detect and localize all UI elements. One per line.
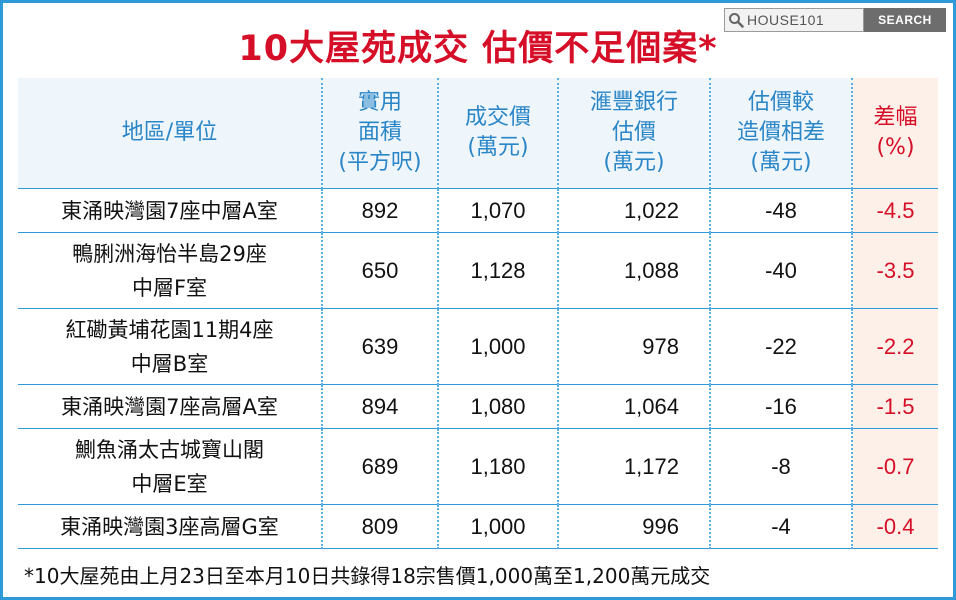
header-diff-pct: 差幅 (%): [851, 78, 938, 189]
header-row: 地區/單位 實用面積 (平方呎) 成交價 (萬元) 滙豐銀行估價 (萬元) 估價較造價…: [18, 78, 938, 189]
unit-name-line: 中層B室: [130, 351, 209, 376]
cell-price: 1,000: [437, 504, 558, 549]
table-row: 紅磡黃埔花園11期4座 中層B室 639 1,000 978 -22 -2.2: [18, 308, 938, 385]
cell-diff-pct: -1.5: [851, 384, 938, 429]
search-text: HOUSE101: [747, 12, 825, 28]
table-row: 鴨脷洲海怡半島29座 中層F室 650 1,128 1,088 -40 -3.5: [18, 232, 938, 309]
unit-name-line: 中層F室: [131, 275, 208, 300]
search-box[interactable]: HOUSE101 SEARCH: [724, 8, 946, 32]
unit-name-line: 東涌映灣園7座中層A室: [61, 198, 278, 223]
cell-valuation: 996: [557, 504, 710, 549]
header-line: 滙豐銀行: [589, 90, 678, 115]
cell-diff-pct: -0.4: [851, 504, 938, 549]
header-line: (萬元): [467, 135, 529, 160]
header-line: 地區/單位: [121, 120, 218, 145]
cell-district-unit: 鰂魚涌太古城寶山閣 中層E室: [18, 428, 322, 505]
cell-area: 809: [321, 504, 438, 549]
unit-name-line: 東涌映灣園3座高層G室: [60, 514, 279, 539]
cell-area: 650: [321, 232, 438, 309]
cell-area: 894: [321, 384, 438, 429]
header-valuation: 滙豐銀行估價 (萬元): [557, 78, 710, 189]
search-icon: [725, 9, 747, 31]
page-title: 10大屋苑成交 估價不足個案*: [238, 29, 718, 69]
table-row: 東涌映灣園3座高層G室 809 1,000 996 -4 -0.4: [18, 504, 938, 549]
cell-valuation: 978: [557, 308, 710, 385]
header-gap: 估價較造價相差 (萬元): [709, 78, 852, 189]
header-line: 造價相差: [736, 120, 825, 145]
search-button[interactable]: SEARCH: [864, 8, 946, 32]
cell-diff-pct: -0.7: [851, 428, 938, 505]
cell-valuation: 1,064: [557, 384, 710, 429]
unit-name-line: 中層E室: [131, 471, 208, 496]
unit-name-line: 鴨脷洲海怡半島29座: [72, 241, 267, 266]
cell-valuation: 1,022: [557, 188, 710, 233]
cell-district-unit: 東涌映灣園7座高層A室: [18, 384, 322, 429]
unit-name-line: 東涌映灣園7座高層A室: [61, 394, 278, 419]
cell-diff-pct: -3.5: [851, 232, 938, 309]
table-row: 東涌映灣園7座高層A室 894 1,080 1,064 -16 -1.5: [18, 384, 938, 429]
cell-gap: -4: [709, 504, 852, 549]
cell-gap: -22: [709, 308, 852, 385]
header-district: 地區/單位: [18, 78, 322, 189]
cell-diff-pct: -2.2: [851, 308, 938, 385]
header-area: 實用面積 (平方呎): [321, 78, 438, 189]
header-line: (萬元): [603, 150, 665, 175]
header-line: 成交價: [464, 105, 531, 130]
unit-name-line: 紅磡黃埔花園11期4座: [65, 317, 274, 342]
cell-price: 1,180: [437, 428, 558, 505]
table-row: 東涌映灣園7座中層A室 892 1,070 1,022 -48 -4.5: [18, 188, 938, 233]
cell-area: 689: [321, 428, 438, 505]
cell-gap: -48: [709, 188, 852, 233]
valuation-table: 地區/單位 實用面積 (平方呎) 成交價 (萬元) 滙豐銀行估價 (萬元) 估價較造價…: [18, 78, 938, 549]
table-row: 鰂魚涌太古城寶山閣 中層E室 689 1,180 1,172 -8 -0.7: [18, 428, 938, 505]
cell-price: 1,000: [437, 308, 558, 385]
header-line: 面積: [357, 120, 402, 145]
cell-district-unit: 紅磡黃埔花園11期4座 中層B室: [18, 308, 322, 385]
footnote: *10大屋苑由上月23日至本月10日共錄得18宗售價1,000萬至1,200萬元…: [24, 564, 711, 588]
header-line: 實用: [357, 90, 402, 115]
cell-price: 1,070: [437, 188, 558, 233]
search-input[interactable]: HOUSE101: [724, 8, 864, 32]
cell-diff-pct: -4.5: [851, 188, 938, 233]
cell-gap: -40: [709, 232, 852, 309]
cell-area: 639: [321, 308, 438, 385]
cell-price: 1,128: [437, 232, 558, 309]
header-line: 估價較: [747, 90, 814, 115]
cell-district-unit: 鴨脷洲海怡半島29座 中層F室: [18, 232, 322, 309]
header-line: (%): [876, 135, 915, 160]
cell-district-unit: 東涌映灣園3座高層G室: [18, 504, 322, 549]
cell-district-unit: 東涌映灣園7座中層A室: [18, 188, 322, 233]
cell-valuation: 1,088: [557, 232, 710, 309]
header-price: 成交價 (萬元): [437, 78, 558, 189]
header-line: 差幅: [873, 105, 918, 130]
cell-area: 892: [321, 188, 438, 233]
cell-valuation: 1,172: [557, 428, 710, 505]
unit-name-line: 鰂魚涌太古城寶山閣: [75, 437, 264, 462]
header-line: (萬元): [750, 150, 812, 175]
header-line: (平方呎): [338, 150, 422, 175]
cell-gap: -8: [709, 428, 852, 505]
header-line: 估價: [611, 120, 656, 145]
cell-gap: -16: [709, 384, 852, 429]
cell-price: 1,080: [437, 384, 558, 429]
